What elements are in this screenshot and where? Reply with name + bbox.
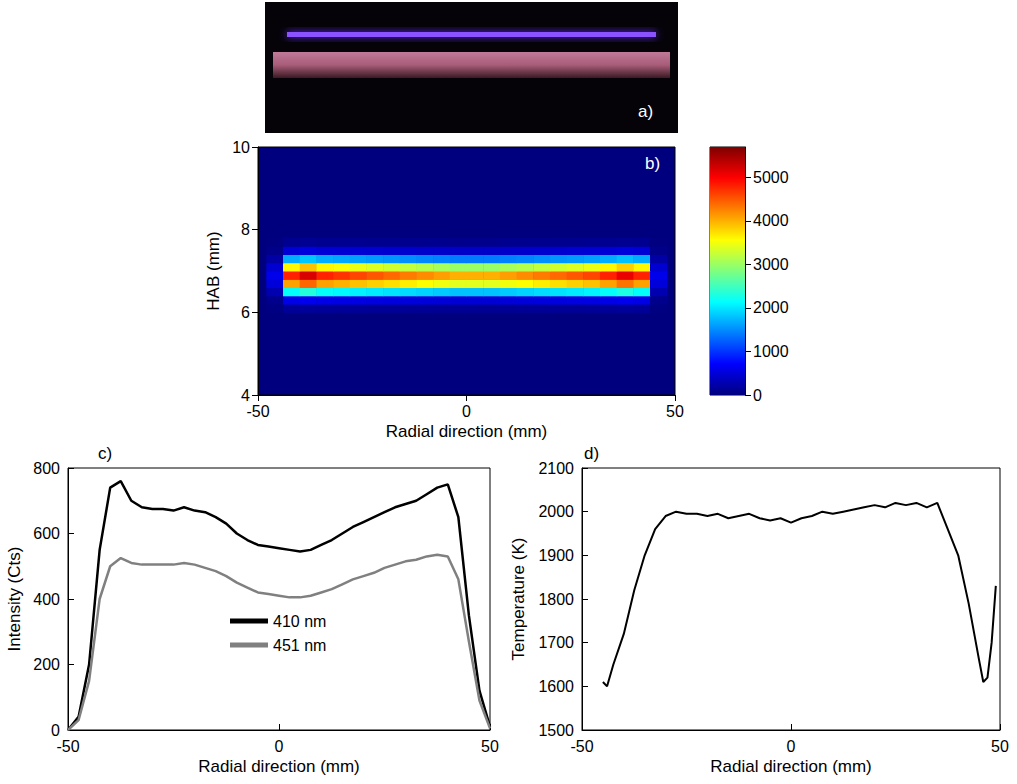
svg-text:451 nm: 451 nm (273, 637, 326, 654)
svg-text:Radial direction (mm): Radial direction (mm) (386, 422, 548, 441)
svg-text:1700: 1700 (538, 634, 574, 651)
svg-text:800: 800 (33, 460, 60, 477)
svg-text:0: 0 (275, 738, 284, 755)
svg-text:410 nm: 410 nm (273, 613, 326, 630)
svg-text:400: 400 (33, 591, 60, 608)
svg-text:4: 4 (241, 387, 250, 404)
svg-text:2100: 2100 (538, 460, 574, 477)
svg-text:c): c) (98, 444, 112, 463)
svg-text:0: 0 (753, 387, 762, 404)
svg-text:Radial direction (mm): Radial direction (mm) (198, 757, 360, 776)
svg-text:-50: -50 (246, 403, 269, 420)
svg-text:200: 200 (33, 656, 60, 673)
svg-text:1600: 1600 (538, 678, 574, 695)
svg-text:6: 6 (241, 304, 250, 321)
svg-text:50: 50 (666, 403, 684, 420)
svg-text:Intensity (Cts): Intensity (Cts) (5, 547, 24, 652)
svg-text:1800: 1800 (538, 591, 574, 608)
svg-text:1500: 1500 (538, 722, 574, 739)
svg-text:8: 8 (241, 221, 250, 238)
svg-text:10: 10 (232, 139, 250, 156)
svg-text:-50: -50 (570, 738, 593, 755)
svg-text:Radial direction (mm): Radial direction (mm) (710, 757, 872, 776)
svg-text:1000: 1000 (753, 343, 789, 360)
svg-text:0: 0 (51, 722, 60, 739)
svg-text:1900: 1900 (538, 547, 574, 564)
svg-text:d): d) (584, 444, 599, 463)
svg-text:0: 0 (462, 403, 471, 420)
svg-text:Temperature (K): Temperature (K) (509, 538, 528, 661)
svg-text:-50: -50 (56, 738, 79, 755)
svg-text:2000: 2000 (753, 299, 789, 316)
svg-text:b): b) (645, 154, 660, 173)
svg-text:4000: 4000 (753, 212, 789, 229)
svg-text:a): a) (638, 102, 653, 121)
svg-text:5000: 5000 (753, 169, 789, 186)
svg-text:0: 0 (787, 738, 796, 755)
svg-text:50: 50 (481, 738, 499, 755)
svg-text:600: 600 (33, 525, 60, 542)
svg-text:HAB (mm): HAB (mm) (204, 231, 223, 310)
svg-text:50: 50 (991, 738, 1009, 755)
svg-text:2000: 2000 (538, 503, 574, 520)
svg-text:3000: 3000 (753, 256, 789, 273)
